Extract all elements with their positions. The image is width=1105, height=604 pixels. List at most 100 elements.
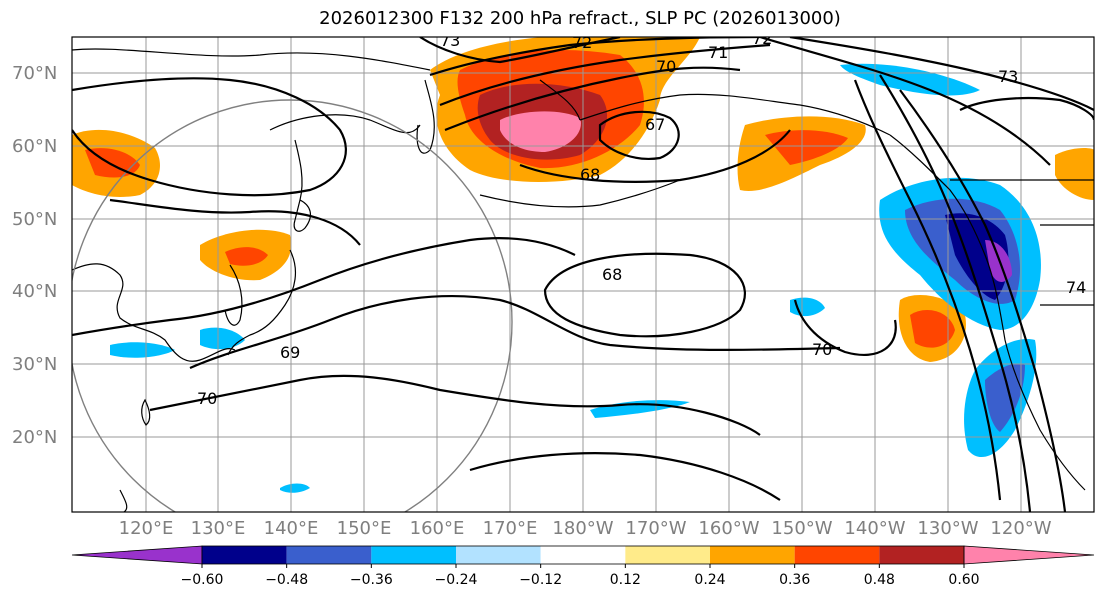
coast-philippines bbox=[119, 489, 128, 512]
colorbar-segment bbox=[456, 546, 541, 564]
contour-label-73-ne: 73 bbox=[998, 67, 1018, 86]
lon-tick-label: 130°W bbox=[917, 518, 978, 539]
coast-na-west bbox=[889, 134, 1086, 491]
colorbar-tick-label: −0.48 bbox=[265, 572, 308, 588]
coast-okhotsk bbox=[269, 114, 421, 134]
slp-contour-na-3 bbox=[899, 89, 1067, 512]
lon-tick-label: 140°E bbox=[264, 518, 319, 539]
negative-anomaly-south-plume-inner bbox=[985, 363, 1025, 432]
colorbar-outline bbox=[201, 545, 965, 565]
coast-bering bbox=[539, 79, 581, 121]
positive-anomaly-east-pacific-inner bbox=[910, 310, 955, 348]
coast-hokkaido bbox=[293, 199, 312, 232]
colorbar-segments bbox=[71, 545, 1095, 565]
coast-east-asia bbox=[72, 263, 236, 362]
positive-anomaly-north-peak bbox=[500, 111, 581, 152]
colorbar-segment bbox=[625, 546, 710, 564]
contour-label-68-pacific: 68 bbox=[602, 265, 622, 284]
lon-tick-label: 170°W bbox=[625, 518, 686, 539]
contour-label-70-east: 70 bbox=[812, 340, 832, 359]
slp-contour-mid-west bbox=[72, 237, 576, 337]
positive-anomaly-gulf-alaska-inner bbox=[765, 130, 848, 165]
range-circle bbox=[72, 99, 513, 512]
contour-label-67: 67 bbox=[645, 115, 665, 134]
colorbar-segment bbox=[286, 546, 372, 564]
lat-tick-label: 40°N bbox=[12, 281, 57, 302]
lat-tick-label: 60°N bbox=[12, 136, 57, 157]
lon-tick-label: 160°E bbox=[410, 518, 465, 539]
slp-contour-69 bbox=[189, 294, 841, 370]
slp-contour-72 bbox=[429, 37, 761, 77]
slp-contour-na-4 bbox=[759, 37, 1051, 166]
slp-contour-na-2 bbox=[879, 74, 1032, 512]
slp-contour-ne bbox=[959, 96, 1094, 121]
contour-label-68-north: 68 bbox=[580, 165, 600, 184]
coast-sakhalin bbox=[294, 139, 303, 201]
colorbar-segment bbox=[371, 546, 456, 564]
slp-contour-na-1 bbox=[853, 79, 1002, 501]
colorbar-segment bbox=[710, 546, 795, 564]
lon-tick-label: 130°E bbox=[191, 518, 246, 539]
colorbar-tick-label: −0.36 bbox=[350, 572, 393, 588]
colorbar-segment bbox=[794, 546, 880, 564]
lon-tick-label: 170°E bbox=[483, 518, 538, 539]
gridlines bbox=[72, 37, 1094, 512]
slp-contour-70-south bbox=[149, 374, 761, 436]
colorbar-extend-min bbox=[71, 545, 203, 565]
lat-tick-label: 30°N bbox=[12, 354, 57, 375]
colorbar-segment bbox=[202, 546, 287, 564]
positive-anomaly-korea-inner bbox=[225, 247, 268, 266]
lat-tick-label: 70°N bbox=[12, 63, 57, 84]
contour-label-70-north: 70 bbox=[656, 57, 676, 76]
slp-contour-na-5 bbox=[789, 37, 1094, 111]
colorbar-tick-label: −0.12 bbox=[519, 572, 562, 588]
coast-japan bbox=[227, 249, 297, 356]
lat-tick-label: 20°N bbox=[12, 427, 57, 448]
coast-alaska bbox=[579, 93, 891, 136]
latitude-labels: 70°N 60°N 50°N 40°N 30°N 20°N bbox=[12, 63, 57, 448]
coastlines bbox=[72, 48, 1094, 512]
contour-label-72-b: 72 bbox=[752, 29, 772, 48]
negative-anomaly-small-1 bbox=[280, 483, 310, 493]
coast-taiwan bbox=[141, 398, 151, 426]
slp-contour-west-high bbox=[72, 77, 347, 197]
contour-label-72-a: 72 bbox=[572, 33, 592, 52]
longitude-labels: 120°E 130°E 140°E 150°E 160°E 170°E 180°… bbox=[119, 518, 1052, 539]
lat-tick-label: 50°N bbox=[12, 209, 57, 230]
map-frame bbox=[71, 36, 1095, 513]
colorbar-tick-label: 0.24 bbox=[694, 572, 725, 588]
colorbar: −0.60 −0.48 −0.36 −0.24 −0.12 0.12 0.24 0.36 0.4… bbox=[71, 545, 1095, 588]
slp-contour-70-east bbox=[793, 299, 897, 357]
contour-label-70-south: 70 bbox=[197, 389, 217, 408]
contour-labels: 73 72 72 71 70 67 68 68 69 70 70 73 74 bbox=[197, 29, 1086, 408]
lon-tick-label: 150°W bbox=[771, 518, 832, 539]
coast-na-interior bbox=[950, 179, 1094, 306]
slp-contour-68 bbox=[519, 129, 791, 183]
colorbar-tick-label: 0.48 bbox=[864, 572, 895, 588]
contour-label-74: 74 bbox=[1066, 278, 1086, 297]
positive-anomaly-ne-corner bbox=[1055, 147, 1094, 200]
slp-contour-71 bbox=[439, 43, 771, 107]
contour-label-71: 71 bbox=[708, 43, 728, 62]
lon-tick-label: 120°W bbox=[990, 518, 1051, 539]
slp-contour-asia-inner bbox=[109, 198, 361, 246]
slp-contour-70 bbox=[444, 66, 741, 132]
contour-label-69: 69 bbox=[280, 343, 300, 362]
colorbar-tick-label: 0.36 bbox=[779, 572, 810, 588]
slp-contours bbox=[72, 37, 1094, 512]
lon-tick-label: 160°W bbox=[698, 518, 759, 539]
colorbar-segment bbox=[540, 546, 626, 564]
colorbar-extend-max bbox=[963, 545, 1095, 565]
lon-tick-label: 180°W bbox=[552, 518, 613, 539]
lon-tick-label: 120°E bbox=[119, 518, 174, 539]
map-title: 2026012300 F132 200 hPa refract., SLP PC… bbox=[319, 8, 841, 29]
coast-korea bbox=[224, 264, 243, 326]
colorbar-tick-label: −0.24 bbox=[435, 572, 478, 588]
lon-tick-label: 140°W bbox=[844, 518, 905, 539]
slp-contour-68-pacific bbox=[543, 252, 746, 338]
negative-anomaly-japan-2 bbox=[200, 327, 245, 350]
negative-anomaly-japan bbox=[110, 342, 175, 358]
colorbar-tick-label: 0.12 bbox=[610, 572, 641, 588]
colorbar-tick-label: 0.60 bbox=[948, 572, 979, 588]
